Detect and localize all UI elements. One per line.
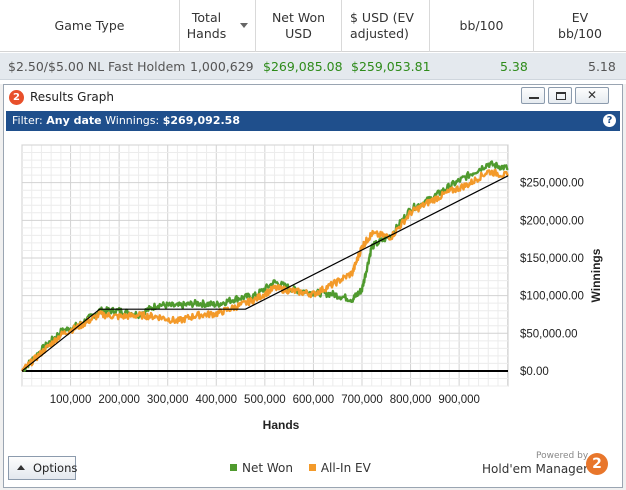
hm2-brand-logo-icon: 2 [586, 453, 608, 475]
table-header: Game Type Total Hands Net Won USD $ USD … [0, 0, 626, 52]
x-tick-label: 400,000 [195, 394, 237, 406]
close-button[interactable]: ✕ [575, 87, 609, 104]
legend-item-net-won[interactable]: Net Won [230, 461, 293, 475]
x-tick-label: 300,000 [147, 394, 189, 406]
cell-net-won: $269,085.08 [263, 59, 343, 74]
stats-table: Game Type Total Hands Net Won USD $ USD … [0, 0, 626, 84]
help-icon[interactable]: ? [603, 114, 616, 127]
column-header-bb100[interactable]: bb/100 [430, 0, 534, 52]
window-title: Results Graph [30, 90, 114, 104]
x-tick-label: 200,000 [98, 394, 140, 406]
close-icon: ✕ [586, 88, 598, 102]
y-tick-label: $150,000.00 [520, 253, 584, 265]
cell-total-hands: 1,000,629 [190, 59, 254, 74]
cell-ev-adjusted: $259,053.81 [351, 59, 431, 74]
y-tick-label: $100,000.00 [520, 291, 584, 303]
cell-bb100: 5.38 [500, 59, 528, 74]
legend-item-all-in-ev[interactable]: All-In EV [308, 461, 371, 475]
filter-bar[interactable]: Filter: Any date Winnings: $269,092.58 ? [6, 111, 620, 131]
series-all-in-ev [20, 168, 510, 372]
minimize-button[interactable] [521, 87, 545, 104]
window-titlebar[interactable]: 2 Results Graph ✕ [4, 85, 622, 110]
y-tick-label: $250,000.00 [520, 178, 584, 190]
powered-by-label: Powered by [536, 451, 589, 461]
y-axis-label: Winnings [589, 248, 603, 302]
filter-winnings-value: $269,092.58 [162, 114, 240, 127]
chart-legend: Net Won All-In EV [230, 461, 383, 475]
filter-prefix: Filter: [12, 114, 43, 127]
column-header-total-hands[interactable]: Total Hands [180, 0, 256, 52]
results-chart: 100,000 200,000 300,000 400,000 500,000 600,0… [20, 144, 603, 432]
table-row[interactable]: $2.50/$5.00 NL Fast Holdem 1,000,629 $26… [0, 53, 626, 80]
results-graph-window: 2 Results Graph ✕ Filter: Any date Winni… [3, 84, 623, 488]
x-tick-label: 100,000 [50, 394, 92, 406]
x-tick-label: 900,000 [438, 394, 480, 406]
x-tick-label: 600,000 [293, 394, 335, 406]
x-tick-label: 500,000 [244, 394, 286, 406]
maximize-icon [556, 92, 566, 100]
cell-game-type: $2.50/$5.00 NL Fast Holdem [8, 59, 186, 74]
column-header-ev-bb100[interactable]: EV bb/100 [558, 10, 602, 41]
legend-swatch-net-won [230, 464, 237, 471]
hm2-logo-icon: 2 [9, 90, 24, 105]
column-header-game-type[interactable]: Game Type [0, 0, 180, 52]
expand-up-icon [17, 465, 25, 470]
y-tick-label: $50,000.00 [520, 328, 578, 340]
legend-swatch-all-in-ev [308, 464, 316, 471]
cell-ev-bb100: 5.18 [588, 59, 616, 74]
y-tick-label: $0.00 [520, 366, 549, 378]
column-header-net-won[interactable]: Net Won USD [256, 0, 342, 52]
maximize-button[interactable] [548, 87, 572, 104]
x-tick-label: 800,000 [390, 394, 432, 406]
sort-descending-icon [240, 23, 248, 28]
series-trend-line [21, 175, 509, 372]
filter-date: Any date [46, 114, 102, 127]
options-button[interactable]: Options [8, 456, 77, 480]
branding: Powered by Hold'em Manager 2 [482, 451, 612, 485]
brand-name: Hold'em Manager [482, 462, 589, 476]
bottom-bar: Options Net Won All-In EV Powered by Hol… [4, 451, 622, 487]
x-axis-label: Hands [263, 418, 300, 432]
filter-winnings-label: Winnings: [105, 114, 160, 127]
minimize-icon [529, 97, 539, 99]
column-header-ev-adjusted[interactable]: $ USD (EV adjusted) [342, 0, 430, 52]
x-tick-label: 700,000 [341, 394, 383, 406]
y-tick-label: $200,000.00 [520, 215, 584, 227]
